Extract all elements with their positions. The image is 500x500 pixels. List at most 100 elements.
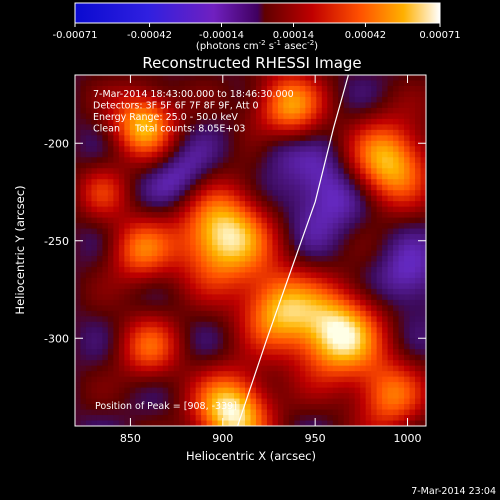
heatmap-cell xyxy=(91,277,98,285)
heatmap-cell xyxy=(234,135,241,142)
heatmap-cell xyxy=(404,102,411,109)
heatmap-cell xyxy=(305,277,312,285)
heatmap-cell xyxy=(409,338,416,345)
heatmap-cell xyxy=(201,124,208,131)
heatmap-cell xyxy=(135,420,142,426)
heatmap-cell xyxy=(217,294,224,301)
heatmap-cell xyxy=(398,129,405,136)
heatmap-cell xyxy=(135,321,142,328)
heatmap-cell xyxy=(151,85,158,93)
heatmap-cell xyxy=(316,266,323,274)
heatmap-cell xyxy=(96,261,104,268)
heatmap-cell xyxy=(96,382,104,389)
heatmap-cell xyxy=(190,102,197,109)
heatmap-cell xyxy=(409,343,416,350)
heatmap-cell xyxy=(415,283,422,290)
heatmap-cell xyxy=(365,398,372,405)
heatmap-cell xyxy=(162,409,169,416)
heatmap-cell xyxy=(75,272,82,279)
heatmap-cell xyxy=(277,420,285,426)
heatmap-cell xyxy=(382,305,389,312)
heatmap-cell xyxy=(179,371,186,378)
heatmap-cell xyxy=(409,349,416,356)
heatmap-cell xyxy=(371,245,378,252)
heatmap-cell xyxy=(190,179,197,186)
heatmap-cell xyxy=(102,316,109,323)
heatmap-cell xyxy=(398,299,405,306)
heatmap-cell xyxy=(360,332,367,339)
heatmap-cell xyxy=(124,96,131,104)
heatmap-cell xyxy=(140,283,147,290)
heatmap-cell xyxy=(310,261,317,268)
heatmap-cell xyxy=(415,382,422,389)
heatmap-cell xyxy=(398,75,405,82)
heatmap-cell xyxy=(129,80,136,87)
heatmap-cell xyxy=(261,310,268,317)
heatmap-cell xyxy=(212,299,219,306)
heatmap-cell xyxy=(124,140,131,147)
heatmap-cell xyxy=(245,415,252,422)
heatmap-cell xyxy=(404,135,411,142)
heatmap-cell xyxy=(184,135,191,142)
heatmap-cell xyxy=(354,283,361,290)
heatmap-cell xyxy=(245,387,252,394)
heatmap-cell xyxy=(113,376,120,383)
heatmap-cell xyxy=(327,190,334,197)
heatmap-cell xyxy=(135,223,142,230)
heatmap-cell xyxy=(168,294,175,301)
heatmap-cell xyxy=(398,415,405,422)
heatmap-cell xyxy=(321,124,328,131)
heatmap-cell xyxy=(338,255,345,263)
heatmap-cell xyxy=(168,360,175,367)
heatmap-cell xyxy=(305,245,312,252)
heatmap-cell xyxy=(80,365,87,372)
heatmap-cell xyxy=(179,321,186,328)
heatmap-cell xyxy=(321,80,328,87)
heatmap-cell xyxy=(376,409,383,416)
heatmap-cell xyxy=(420,151,426,158)
heatmap-cell xyxy=(140,184,147,191)
heatmap-cell xyxy=(393,420,400,426)
heatmap-cell xyxy=(305,228,312,235)
heatmap-cell xyxy=(113,129,120,136)
heatmap-cell xyxy=(343,349,350,356)
heatmap-cell xyxy=(250,387,257,394)
heatmap-cell xyxy=(343,343,350,350)
heatmap-cell xyxy=(283,162,290,169)
heatmap-cell xyxy=(107,283,114,290)
heatmap-cell xyxy=(124,107,131,114)
heatmap-cell xyxy=(195,201,202,208)
heatmap-cell xyxy=(206,376,213,383)
heatmap-cell xyxy=(371,376,378,383)
heatmap-cell xyxy=(382,124,389,131)
heatmap-cell xyxy=(266,404,274,411)
heatmap-cell xyxy=(75,415,82,422)
heatmap-cell xyxy=(327,239,334,246)
heatmap-cell xyxy=(277,85,285,93)
heatmap-cell xyxy=(162,118,169,125)
heatmap-cell xyxy=(288,371,295,378)
heatmap-cell xyxy=(206,250,213,257)
heatmap-cell xyxy=(201,398,208,405)
heatmap-cell xyxy=(184,179,191,186)
heatmap-cell xyxy=(118,266,125,274)
heatmap-cell xyxy=(338,184,345,191)
heatmap-cell xyxy=(96,255,104,263)
heatmap-cell xyxy=(266,239,274,246)
annotation-line: Energy Range: 25.0 - 50.0 keV xyxy=(93,112,238,123)
heatmap-cell xyxy=(140,179,147,186)
heatmap-cell xyxy=(420,266,426,274)
heatmap-cell xyxy=(288,420,295,426)
heatmap-cell xyxy=(272,140,279,147)
heatmap-cell xyxy=(288,261,295,268)
heatmap-cell xyxy=(245,173,252,180)
heatmap-cell xyxy=(409,261,416,268)
heatmap-cell xyxy=(179,162,186,169)
heatmap-cell xyxy=(168,217,175,224)
heatmap-cell xyxy=(217,102,224,109)
heatmap-cell xyxy=(250,201,257,208)
heatmap-cell xyxy=(245,168,252,175)
heatmap-cell xyxy=(118,190,125,197)
heatmap-cell xyxy=(305,316,312,323)
heatmap-cell xyxy=(321,310,328,317)
